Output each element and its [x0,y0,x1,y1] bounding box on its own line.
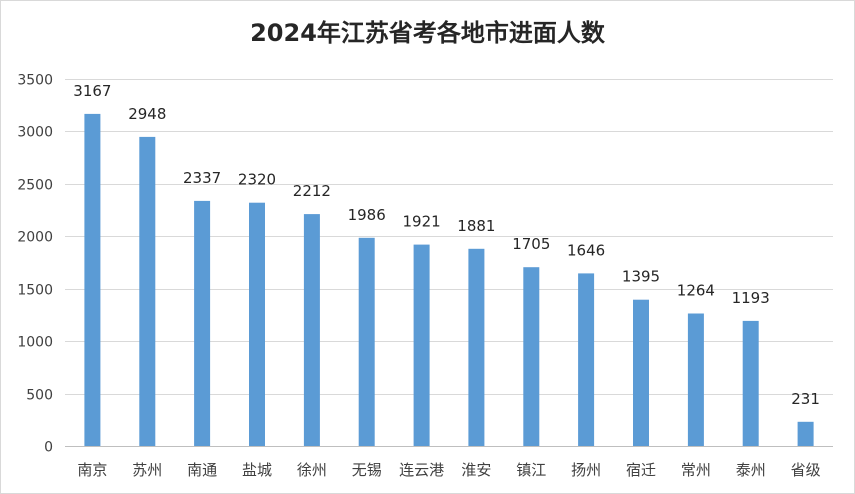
bar-镇江 [523,267,540,446]
data-label: 3167 [73,82,111,100]
category-label: 淮安 [461,461,491,479]
data-label: 231 [791,390,820,408]
bar-泰州 [742,320,759,446]
gridlines [65,79,833,447]
bar-扬州 [578,273,595,446]
x-axis-categories: 南京 苏州 南通 盐城 徐州 无锡 连云港 淮安 镇江 扬州 宿迁 常州 泰州 省级 [77,461,820,479]
bar-淮安 [468,248,485,446]
y-axis-ticks: 0 500 1000 1500 2000 2500 3000 3500 [17,73,53,456]
bar-无锡 [358,237,375,446]
category-label: 连云港 [399,461,444,479]
category-label: 无锡 [352,461,382,479]
bar-常州 [687,313,704,446]
bar-徐州 [303,214,320,446]
category-label: 泰州 [736,461,766,479]
y-tick-label: 0 [44,440,53,456]
category-label: 苏州 [132,461,162,479]
data-label: 1921 [403,213,441,231]
data-label: 1395 [622,268,660,286]
data-label: 1986 [348,206,386,224]
category-label: 南通 [187,461,217,479]
category-label: 盐城 [242,461,272,479]
bar-连云港 [413,244,430,446]
category-label: 徐州 [297,461,327,479]
bar-南京 [84,113,101,447]
y-tick-label: 1000 [17,335,53,351]
data-label: 2320 [238,171,276,189]
data-label: 1705 [512,235,550,253]
data-labels: 3167 2948 2337 2320 2212 1986 1921 1881 1705 1646… [73,82,820,408]
chart-title: 2024年江苏省考各地市进面人数 [250,19,605,47]
bar-盐城 [249,202,265,446]
bar-南通 [194,200,211,446]
category-label: 常州 [681,461,711,479]
category-label: 宿迁 [626,461,656,479]
y-tick-label: 3500 [17,73,53,89]
data-label: 1193 [732,289,770,307]
bar-省级 [797,421,814,446]
y-tick-label: 500 [26,388,53,404]
category-label: 省级 [791,461,821,479]
data-label: 2948 [128,105,166,123]
y-tick-label: 2500 [17,178,53,194]
data-label: 1646 [567,241,605,259]
data-label: 2337 [183,169,221,187]
bar-宿迁 [633,299,649,446]
data-label: 1264 [677,282,715,300]
category-label: 扬州 [571,461,601,479]
y-tick-label: 2000 [17,230,53,246]
y-tick-label: 1500 [17,283,53,299]
data-label: 1881 [457,217,495,235]
data-label: 2212 [293,182,331,200]
bar-苏州 [139,136,156,446]
category-label: 南京 [77,461,107,479]
category-label: 镇江 [516,461,546,479]
y-tick-label: 3000 [17,125,53,141]
bars [84,113,814,447]
